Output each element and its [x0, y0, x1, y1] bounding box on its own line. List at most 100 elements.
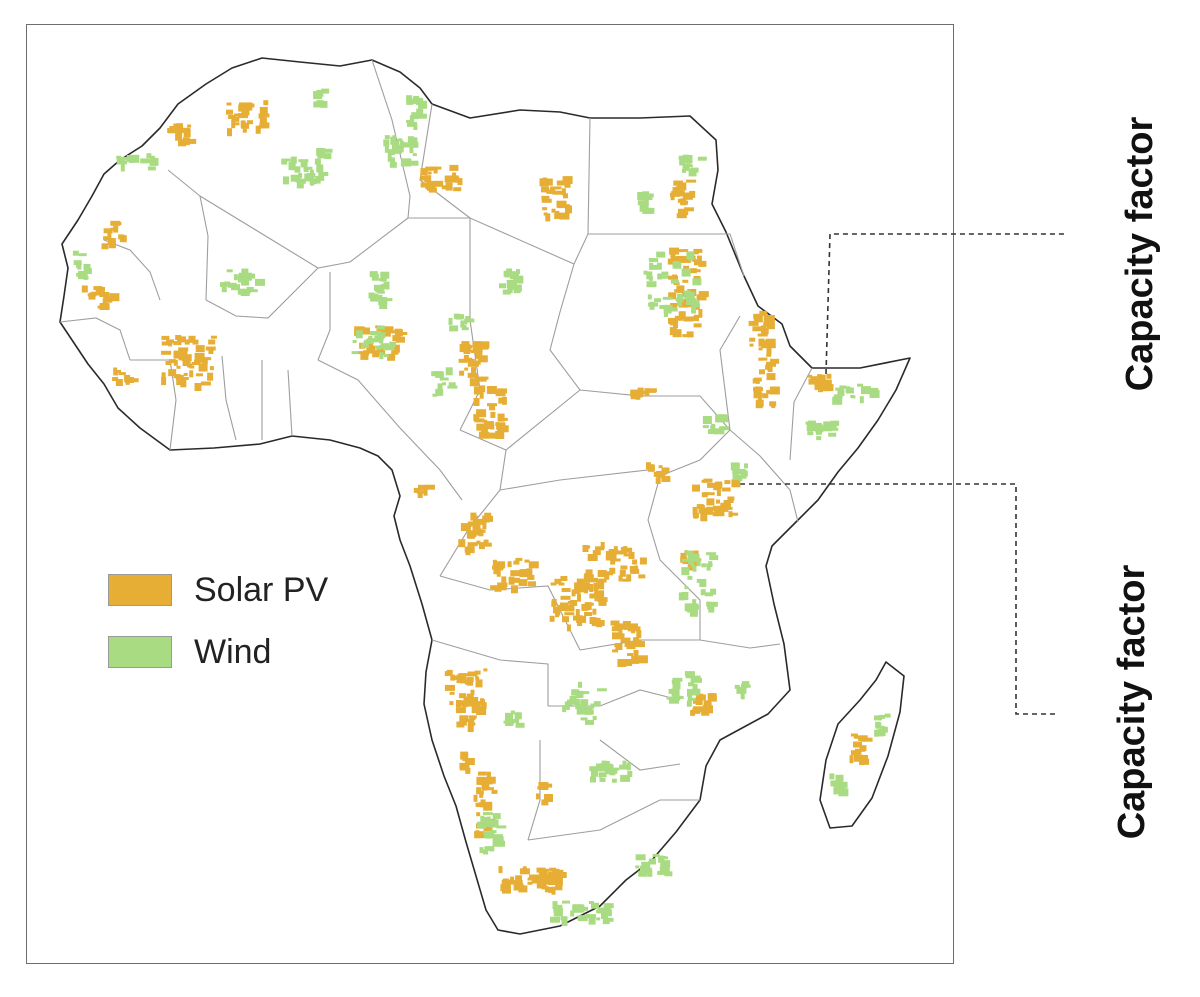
solar-pv-patch	[853, 754, 863, 762]
solar-pv-patch	[589, 584, 594, 592]
solar-pv-patch	[597, 597, 608, 603]
wind-patch	[705, 592, 713, 597]
solar-pv-patch	[571, 589, 576, 597]
solar-pv-patch	[637, 388, 644, 392]
solar-pv-patch	[476, 705, 484, 710]
solar-pv-patch	[694, 259, 699, 266]
wind-patch	[690, 563, 695, 568]
solar-pv-patch	[418, 484, 426, 490]
solar-pv-patch	[466, 677, 474, 683]
solar-pv-patch	[677, 198, 684, 203]
wind-patch	[647, 869, 653, 877]
solar-pv-patch	[226, 109, 233, 115]
wind-patch	[696, 578, 701, 583]
solar-pv-patch	[466, 693, 474, 699]
solar-pv-patch	[678, 302, 688, 308]
wind-patch	[590, 703, 595, 709]
solar-pv-patch	[194, 359, 202, 363]
solar-pv-patch	[210, 335, 217, 339]
wind-patch	[807, 431, 814, 436]
solar-pv-patch	[459, 693, 467, 699]
wind-patch	[635, 865, 640, 869]
wind-patch	[391, 157, 395, 166]
solar-pv-patch	[416, 490, 427, 494]
wind-patch	[384, 344, 395, 351]
wind-patch	[515, 722, 525, 728]
lower-leader-line	[740, 483, 1056, 715]
solar-pv-patch	[624, 640, 631, 647]
wind-patch	[702, 425, 709, 429]
wind-patch	[641, 861, 651, 866]
solar-pv-patch	[623, 553, 629, 557]
wind-patch	[290, 161, 296, 168]
solar-pv-patch	[760, 343, 769, 347]
solar-pv-patch	[125, 381, 130, 385]
solar-pv-patch	[179, 349, 188, 358]
solar-pv-patch	[476, 409, 487, 418]
solar-pv-patch	[609, 549, 619, 554]
solar-pv-patch	[447, 685, 455, 690]
solar-pv-patch	[475, 676, 480, 680]
solar-pv-patch	[457, 178, 463, 186]
wind-patch	[702, 416, 712, 424]
wind-patch	[828, 432, 837, 437]
solar-pv-patch	[198, 364, 206, 372]
solar-pv-patch	[191, 362, 201, 365]
solar-pv-patch	[759, 310, 768, 316]
upper-leader-line	[825, 233, 1066, 375]
wind-patch	[692, 565, 697, 572]
solar-pv-patch	[619, 569, 626, 577]
wind-patch	[303, 166, 313, 170]
solar-pv-patch	[592, 608, 597, 615]
solar-pv-patch	[513, 560, 520, 565]
wind-patch	[72, 250, 79, 256]
wind-patch	[672, 682, 681, 690]
solar-pv-patch	[592, 550, 601, 556]
wind-patch	[570, 910, 575, 917]
wind-patch	[406, 95, 413, 103]
wind-patch	[384, 135, 390, 140]
wind-patch	[606, 764, 614, 771]
solar-pv-patch	[653, 471, 658, 477]
wind-patch	[648, 272, 652, 277]
wind-patch	[479, 847, 484, 854]
wind-patch	[381, 343, 390, 348]
solar-pv-patch	[471, 367, 476, 374]
solar-pv-patch	[81, 285, 88, 293]
wind-patch	[659, 866, 670, 872]
solar-pv-patch	[507, 561, 512, 568]
solar-pv-patch	[161, 341, 170, 346]
solar-pv-patch	[561, 188, 566, 196]
solar-pv-patch	[209, 366, 214, 371]
solar-pv-patch	[612, 649, 619, 653]
solar-pv-patch	[686, 179, 697, 183]
solar-pv-patch	[515, 557, 523, 561]
wind-patch	[662, 296, 673, 300]
solar-pv-patch	[761, 357, 768, 361]
solar-pv-patch	[384, 326, 394, 334]
wind-patch	[859, 396, 864, 404]
solar-pv-patch	[824, 384, 834, 392]
solar-pv-patch	[476, 812, 481, 817]
solar-pv-patch	[477, 355, 488, 363]
solar-pv-patch	[701, 707, 710, 716]
solar-pv-patch	[620, 565, 628, 570]
wind-patches	[72, 88, 891, 926]
wind-patch	[596, 688, 607, 692]
solar-pv-patch	[557, 201, 567, 209]
wind-patch	[416, 98, 424, 106]
wind-patch	[413, 124, 418, 130]
solar-pv-patch	[231, 116, 240, 122]
solar-pv-patch	[554, 578, 562, 584]
wind-patch	[389, 341, 397, 346]
solar-pv-patch	[394, 329, 403, 337]
solar-pv-patch	[577, 593, 581, 602]
solar-pv-patch	[474, 707, 485, 712]
wind-patch	[512, 719, 520, 723]
wind-patch	[673, 696, 684, 699]
solar-pv-patch	[563, 193, 568, 199]
wind-patch	[221, 284, 227, 293]
solar-pv-patch	[518, 885, 528, 893]
wind-patch	[710, 601, 718, 607]
solar-pv-patch	[474, 418, 485, 423]
